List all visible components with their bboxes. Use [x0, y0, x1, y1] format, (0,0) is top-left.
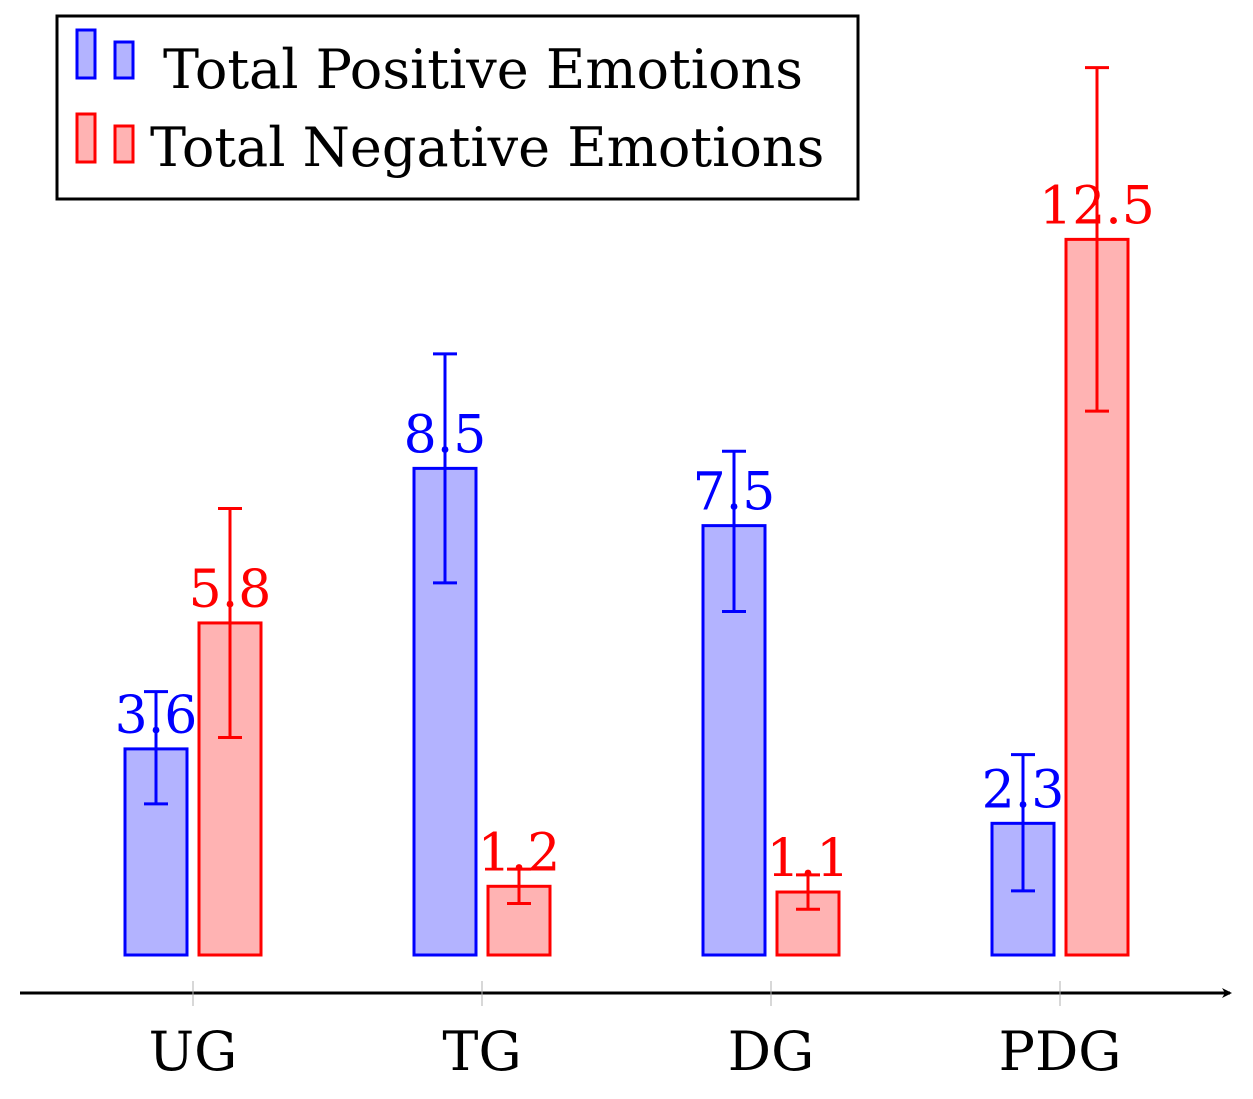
bars-layer — [123, 237, 1130, 957]
legend-swatch-negative-2 — [113, 124, 135, 164]
value-label-negative-tg: 1.2 — [478, 823, 561, 883]
error-bars-layer — [144, 66, 1109, 911]
value-label-negative-dg: 1.1 — [767, 829, 850, 889]
x-tick-label-ug: UG — [149, 1020, 238, 1083]
value-label-positive-ug: 3.6 — [115, 686, 198, 746]
legend-swatch-positive-2 — [113, 40, 135, 80]
legend-box — [55, 14, 860, 201]
legend-swatch-negative-1 — [75, 112, 97, 164]
x-ticks-layer: UG TG DG PDG — [149, 981, 1122, 1083]
x-tick-label-pdg: PDG — [999, 1020, 1122, 1083]
value-label-positive-tg: 8.5 — [404, 405, 487, 465]
value-label-positive-dg: 7.5 — [693, 463, 776, 523]
x-tick-label-dg: DG — [728, 1020, 814, 1083]
legend-label-negative: Total Negative Emotions — [150, 116, 824, 179]
bar-negative-tg — [486, 884, 552, 957]
bar-positive-dg — [701, 524, 767, 957]
legend-swatch-positive-1 — [75, 28, 97, 80]
value-label-positive-pdg: 2.3 — [982, 760, 1065, 820]
legend-label-positive: Total Positive Emotions — [163, 38, 803, 101]
legend: Total Positive Emotions Total Negative E… — [55, 14, 860, 201]
x-tick-label-tg: TG — [442, 1020, 521, 1083]
value-labels-layer: 3.6 5.8 8.5 1.2 7.5 1.1 2.3 12.5 — [115, 176, 1155, 889]
value-label-negative-ug: 5.8 — [189, 560, 272, 620]
value-label-negative-pdg: 12.5 — [1039, 176, 1155, 236]
